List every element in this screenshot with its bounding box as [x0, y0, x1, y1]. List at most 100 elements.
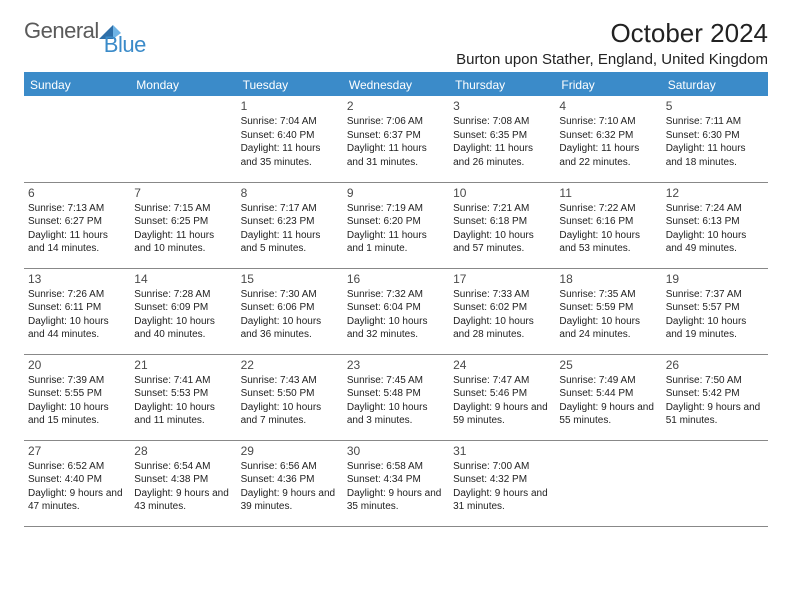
daylight-line: Daylight: 9 hours and 59 minutes.	[453, 401, 551, 428]
daylight-line: Daylight: 10 hours and 11 minutes.	[134, 401, 232, 428]
day-number: 8	[241, 186, 339, 200]
daylight-line: Daylight: 10 hours and 53 minutes.	[559, 229, 657, 256]
day-number: 12	[666, 186, 764, 200]
day-number: 27	[28, 444, 126, 458]
day-number: 3	[453, 99, 551, 113]
day-cell: 8Sunrise: 7:17 AMSunset: 6:23 PMDaylight…	[237, 182, 343, 268]
page-header: General Blue October 2024	[24, 18, 768, 49]
sunrise-line: Sunrise: 7:17 AM	[241, 202, 339, 216]
day-number: 5	[666, 99, 764, 113]
sunset-line: Sunset: 4:36 PM	[241, 473, 339, 487]
sunset-line: Sunset: 6:13 PM	[666, 215, 764, 229]
sunset-line: Sunset: 6:06 PM	[241, 301, 339, 315]
calendar-week-row: 20Sunrise: 7:39 AMSunset: 5:55 PMDayligh…	[24, 354, 768, 440]
daylight-line: Daylight: 10 hours and 19 minutes.	[666, 315, 764, 342]
sunset-line: Sunset: 6:04 PM	[347, 301, 445, 315]
day-cell: 28Sunrise: 6:54 AMSunset: 4:38 PMDayligh…	[130, 440, 236, 526]
day-cell: 17Sunrise: 7:33 AMSunset: 6:02 PMDayligh…	[449, 268, 555, 354]
daylight-line: Daylight: 10 hours and 57 minutes.	[453, 229, 551, 256]
logo-text-general: General	[24, 18, 99, 44]
day-cell: 30Sunrise: 6:58 AMSunset: 4:34 PMDayligh…	[343, 440, 449, 526]
daylight-line: Daylight: 10 hours and 32 minutes.	[347, 315, 445, 342]
sunrise-line: Sunrise: 6:56 AM	[241, 460, 339, 474]
sunset-line: Sunset: 5:48 PM	[347, 387, 445, 401]
day-number: 22	[241, 358, 339, 372]
day-cell: 14Sunrise: 7:28 AMSunset: 6:09 PMDayligh…	[130, 268, 236, 354]
sunrise-line: Sunrise: 6:54 AM	[134, 460, 232, 474]
sunset-line: Sunset: 4:32 PM	[453, 473, 551, 487]
sunrise-line: Sunrise: 7:04 AM	[241, 115, 339, 129]
sunset-line: Sunset: 6:32 PM	[559, 129, 657, 143]
sunrise-line: Sunrise: 7:33 AM	[453, 288, 551, 302]
sunrise-line: Sunrise: 7:30 AM	[241, 288, 339, 302]
calendar-body: 1Sunrise: 7:04 AMSunset: 6:40 PMDaylight…	[24, 96, 768, 526]
logo-text-blue: Blue	[104, 32, 146, 58]
day-number: 16	[347, 272, 445, 286]
location-text: Burton upon Stather, England, United Kin…	[456, 51, 768, 68]
sunset-line: Sunset: 5:53 PM	[134, 387, 232, 401]
daylight-line: Daylight: 9 hours and 43 minutes.	[134, 487, 232, 514]
day-number: 20	[28, 358, 126, 372]
sunrise-line: Sunrise: 7:26 AM	[28, 288, 126, 302]
sunrise-line: Sunrise: 7:37 AM	[666, 288, 764, 302]
day-number: 29	[241, 444, 339, 458]
day-cell: 31Sunrise: 7:00 AMSunset: 4:32 PMDayligh…	[449, 440, 555, 526]
sunset-line: Sunset: 5:42 PM	[666, 387, 764, 401]
day-number: 18	[559, 272, 657, 286]
sunrise-line: Sunrise: 7:43 AM	[241, 374, 339, 388]
daylight-line: Daylight: 9 hours and 35 minutes.	[347, 487, 445, 514]
sunset-line: Sunset: 6:11 PM	[28, 301, 126, 315]
daylight-line: Daylight: 11 hours and 10 minutes.	[134, 229, 232, 256]
calendar-table: Sunday Monday Tuesday Wednesday Thursday…	[24, 74, 768, 527]
day-number: 15	[241, 272, 339, 286]
calendar-week-row: 6Sunrise: 7:13 AMSunset: 6:27 PMDaylight…	[24, 182, 768, 268]
daylight-line: Daylight: 9 hours and 39 minutes.	[241, 487, 339, 514]
calendar-week-row: 1Sunrise: 7:04 AMSunset: 6:40 PMDaylight…	[24, 96, 768, 182]
day-number: 24	[453, 358, 551, 372]
sunrise-line: Sunrise: 7:32 AM	[347, 288, 445, 302]
daylight-line: Daylight: 11 hours and 31 minutes.	[347, 142, 445, 169]
day-cell: 26Sunrise: 7:50 AMSunset: 5:42 PMDayligh…	[662, 354, 768, 440]
day-cell: 15Sunrise: 7:30 AMSunset: 6:06 PMDayligh…	[237, 268, 343, 354]
day-cell: 7Sunrise: 7:15 AMSunset: 6:25 PMDaylight…	[130, 182, 236, 268]
title-block: October 2024	[610, 18, 768, 49]
day-cell: 12Sunrise: 7:24 AMSunset: 6:13 PMDayligh…	[662, 182, 768, 268]
sunrise-line: Sunrise: 7:22 AM	[559, 202, 657, 216]
sunrise-line: Sunrise: 7:50 AM	[666, 374, 764, 388]
day-number: 7	[134, 186, 232, 200]
sunrise-line: Sunrise: 7:45 AM	[347, 374, 445, 388]
sunrise-line: Sunrise: 7:10 AM	[559, 115, 657, 129]
daylight-line: Daylight: 10 hours and 40 minutes.	[134, 315, 232, 342]
empty-cell	[130, 96, 236, 182]
day-cell: 25Sunrise: 7:49 AMSunset: 5:44 PMDayligh…	[555, 354, 661, 440]
sunrise-line: Sunrise: 6:58 AM	[347, 460, 445, 474]
day-number: 19	[666, 272, 764, 286]
day-header-tue: Tuesday	[237, 74, 343, 96]
sunset-line: Sunset: 6:27 PM	[28, 215, 126, 229]
sunset-line: Sunset: 6:35 PM	[453, 129, 551, 143]
day-header-wed: Wednesday	[343, 74, 449, 96]
sunrise-line: Sunrise: 6:52 AM	[28, 460, 126, 474]
day-number: 10	[453, 186, 551, 200]
day-cell: 29 Sunrise: 6:56 AMSunset: 4:36 PMDayligh…	[237, 440, 343, 526]
day-number: 30	[347, 444, 445, 458]
day-cell: 24Sunrise: 7:47 AMSunset: 5:46 PMDayligh…	[449, 354, 555, 440]
day-number: 26	[666, 358, 764, 372]
daylight-line: Daylight: 11 hours and 18 minutes.	[666, 142, 764, 169]
day-cell: 1Sunrise: 7:04 AMSunset: 6:40 PMDaylight…	[237, 96, 343, 182]
sunrise-line: Sunrise: 7:47 AM	[453, 374, 551, 388]
sunrise-line: Sunrise: 7:08 AM	[453, 115, 551, 129]
day-number: 21	[134, 358, 232, 372]
day-cell: 2Sunrise: 7:06 AMSunset: 6:37 PMDaylight…	[343, 96, 449, 182]
daylight-line: Daylight: 11 hours and 22 minutes.	[559, 142, 657, 169]
sunset-line: Sunset: 6:25 PM	[134, 215, 232, 229]
day-number: 31	[453, 444, 551, 458]
daylight-line: Daylight: 11 hours and 14 minutes.	[28, 229, 126, 256]
day-cell: 23Sunrise: 7:45 AMSunset: 5:48 PMDayligh…	[343, 354, 449, 440]
day-cell: 22Sunrise: 7:43 AMSunset: 5:50 PMDayligh…	[237, 354, 343, 440]
sunrise-line: Sunrise: 7:24 AM	[666, 202, 764, 216]
empty-cell	[24, 96, 130, 182]
sunrise-line: Sunrise: 7:41 AM	[134, 374, 232, 388]
daylight-line: Daylight: 11 hours and 5 minutes.	[241, 229, 339, 256]
day-number: 11	[559, 186, 657, 200]
